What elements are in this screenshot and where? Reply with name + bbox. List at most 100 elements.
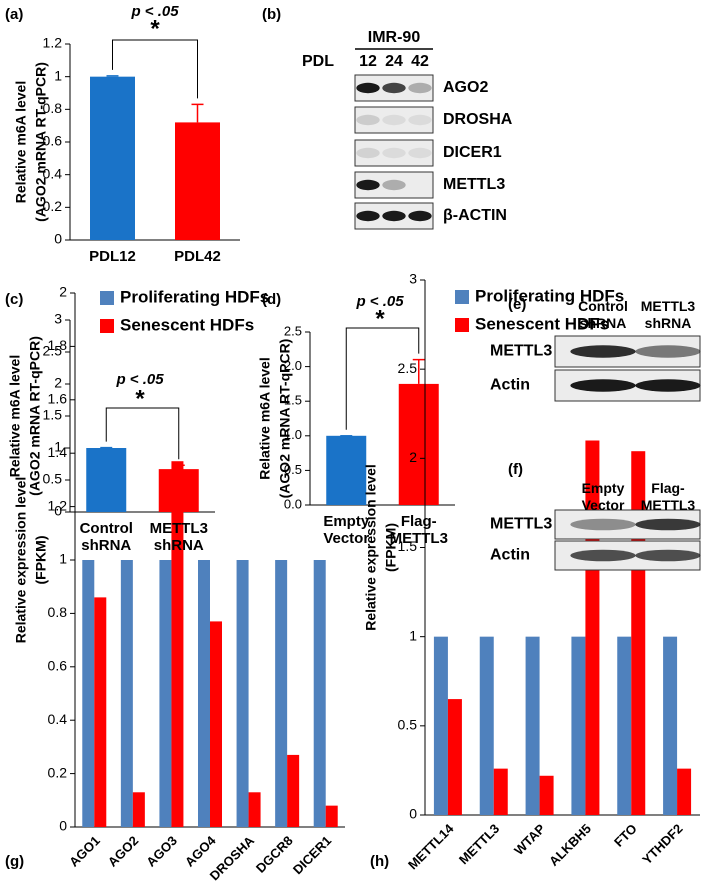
bar bbox=[539, 775, 554, 815]
blot-band bbox=[382, 147, 406, 159]
y-tick-label: 2.5 bbox=[398, 360, 418, 376]
y-tick-label: 3 bbox=[54, 311, 62, 327]
y-axis-label: Relative expression level bbox=[13, 477, 29, 644]
bar bbox=[120, 560, 133, 827]
x-tick-label: DGCR8 bbox=[253, 833, 296, 876]
p-value: p < .05 bbox=[115, 371, 164, 388]
panel-label: (b) bbox=[262, 6, 281, 23]
x-tick-label: WTAP bbox=[511, 821, 548, 858]
row-label: DICER1 bbox=[443, 144, 502, 161]
bar bbox=[175, 122, 220, 240]
error-bar bbox=[412, 358, 425, 384]
legend-swatch bbox=[455, 290, 469, 304]
y-tick-label: 0.6 bbox=[48, 658, 68, 674]
significance-bracket bbox=[105, 407, 180, 460]
y-axis-label: Relative m6A level bbox=[13, 81, 29, 203]
y-tick-label: 1.0 bbox=[284, 427, 302, 442]
bar bbox=[159, 560, 172, 827]
axes bbox=[424, 280, 700, 816]
y-tick-label: 1.5 bbox=[43, 407, 63, 423]
blot-band bbox=[408, 114, 432, 126]
lane-label: 24 bbox=[385, 53, 403, 70]
bar bbox=[663, 636, 678, 815]
lane-label: 12 bbox=[359, 53, 377, 70]
bar bbox=[447, 699, 462, 815]
panel-label: (a) bbox=[5, 6, 23, 23]
y-tick-label: 0.5 bbox=[398, 717, 418, 733]
y-axis-label: Relative m6A level bbox=[7, 355, 23, 477]
y-axis-label: (FPKM) bbox=[383, 523, 399, 572]
lane-label: 42 bbox=[411, 53, 429, 70]
panel-label: (h) bbox=[370, 853, 389, 870]
bar bbox=[94, 597, 107, 827]
y-tick-label: 2 bbox=[409, 449, 417, 465]
y-tick-label: 2.5 bbox=[43, 343, 63, 359]
bar bbox=[326, 435, 367, 505]
blot-band bbox=[382, 179, 406, 191]
bar bbox=[398, 383, 439, 505]
blot-band bbox=[570, 379, 636, 392]
y-tick-label: 0.5 bbox=[284, 462, 302, 477]
x-tick-label: AGO4 bbox=[182, 832, 219, 869]
panel-label: (e) bbox=[508, 296, 526, 313]
legend-label: Senescent HDFs bbox=[120, 315, 254, 334]
bar bbox=[171, 461, 184, 827]
row-label: β-ACTIN bbox=[443, 207, 507, 224]
bar bbox=[433, 636, 448, 815]
row-label: DROSHA bbox=[443, 111, 513, 128]
bar bbox=[236, 560, 249, 827]
lane-label: Empty Vector bbox=[581, 480, 625, 513]
panel-label: (c) bbox=[5, 291, 23, 308]
y-tick-label: 1.4 bbox=[48, 444, 68, 460]
y-tick-label: 3 bbox=[409, 271, 417, 287]
x-tick-label: AGO3 bbox=[143, 833, 180, 870]
x-tick-label: METTL14 bbox=[405, 820, 457, 872]
legend-label: Proliferating HDFs bbox=[475, 286, 624, 305]
y-axis-label: (AGO2 mRNA RT-qPCR) bbox=[27, 336, 43, 496]
p-value: p < .05 bbox=[130, 3, 179, 20]
blot-band bbox=[382, 210, 406, 222]
y-axis-label: Relative expression level bbox=[363, 464, 379, 631]
error-bar bbox=[106, 75, 119, 77]
y-tick-label: 0.8 bbox=[43, 100, 63, 116]
blot-band bbox=[635, 345, 701, 358]
x-tick-label: METTL3 bbox=[456, 821, 502, 867]
x-tick-label: METTL3 shRNA bbox=[149, 520, 208, 554]
bar bbox=[198, 560, 210, 827]
bar bbox=[132, 792, 145, 827]
lane-label: Flag-METTL3 bbox=[640, 480, 696, 513]
y-tick-label: 0 bbox=[54, 231, 62, 247]
blot-strip bbox=[354, 106, 434, 134]
bar bbox=[287, 754, 300, 827]
y-tick-label: 0.2 bbox=[43, 198, 63, 214]
significance-bracket bbox=[345, 327, 420, 430]
y-tick-label: 0.8 bbox=[48, 604, 68, 620]
lane-label: Control shRNA bbox=[578, 298, 628, 331]
bar bbox=[617, 636, 632, 815]
y-tick-label: 1.5 bbox=[284, 393, 302, 408]
y-axis-label: Relative m6A level bbox=[257, 357, 273, 479]
legend-swatch bbox=[455, 318, 469, 332]
x-tick-label: Control shRNA bbox=[79, 520, 133, 554]
blot-strip bbox=[354, 139, 434, 167]
row-label: METTL3 bbox=[443, 176, 505, 193]
significance-bracket bbox=[112, 39, 198, 99]
y-tick-label: 0.6 bbox=[43, 133, 63, 149]
significance-star: * bbox=[150, 15, 160, 42]
blot-band bbox=[356, 179, 380, 191]
bar bbox=[479, 636, 494, 815]
y-tick-label: 0.0 bbox=[284, 496, 302, 511]
blot-band bbox=[408, 210, 432, 222]
x-tick-label: AGO2 bbox=[105, 833, 142, 870]
bar bbox=[82, 560, 95, 827]
x-tick-label: YTHDF2 bbox=[639, 821, 685, 867]
y-tick-label: 2 bbox=[54, 375, 62, 391]
bar bbox=[86, 448, 127, 512]
blot-band bbox=[356, 82, 380, 94]
p-value: p < .05 bbox=[355, 293, 404, 310]
legend-swatch bbox=[100, 291, 114, 305]
blot-band bbox=[635, 549, 701, 562]
bar bbox=[275, 560, 288, 827]
legend-label: Senescent HDFs bbox=[475, 314, 609, 333]
